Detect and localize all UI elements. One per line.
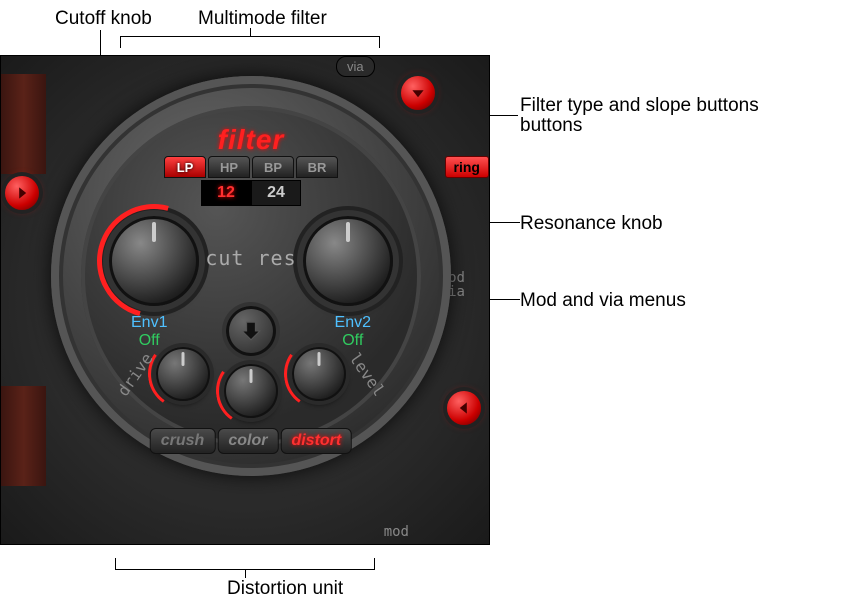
wood-panel <box>1 74 46 174</box>
nav-button-top[interactable] <box>401 76 435 110</box>
cutoff-knob[interactable] <box>109 216 199 306</box>
filter-title: filter <box>218 124 285 156</box>
crush-button[interactable]: crush <box>150 428 216 454</box>
drive-knob[interactable] <box>156 347 210 401</box>
arrow-left-icon <box>457 401 471 415</box>
callout-distortion: Distortion unit <box>227 578 343 600</box>
mod-menu-right[interactable]: Env2 Off <box>335 314 371 349</box>
callout-multimode: Multimode filter <box>198 8 327 30</box>
callout-type-slope: Filter type and slope buttons <box>520 95 759 117</box>
filter-type-buttons: LP HP BP BR <box>163 156 339 178</box>
resonance-knob[interactable] <box>303 216 393 306</box>
line <box>250 28 251 36</box>
level-knob[interactable] <box>292 347 346 401</box>
via-tag-top[interactable]: via <box>336 56 375 77</box>
ring-tag[interactable]: ring <box>445 156 489 178</box>
filter-type-br[interactable]: BR <box>296 156 338 178</box>
arrow-right-icon <box>15 186 29 200</box>
mod-tag-bottom[interactable]: mod <box>384 524 409 540</box>
arrow-down-icon <box>240 320 262 342</box>
line <box>245 570 246 578</box>
mod-menu-left[interactable]: Env1 Off <box>131 314 167 349</box>
nav-button-left[interactable] <box>5 176 39 210</box>
mod-source-left: Env1 <box>131 314 167 332</box>
callout-type-slope-2: buttons <box>520 115 582 137</box>
color-label: color <box>217 428 278 454</box>
wood-panel <box>1 386 46 486</box>
filter-slope-12[interactable]: 12 <box>201 180 251 206</box>
filter-panel: filter LP HP BP BR 12 24 cut res Env1 <box>51 76 451 476</box>
callout-cutoff: Cutoff knob <box>55 8 152 30</box>
filter-slope-buttons: 12 24 <box>201 180 301 206</box>
filter-inner: filter LP HP BP BR 12 24 cut res Env1 <box>81 106 421 446</box>
synth-screenshot: via ring mod mod via mod via filter LP H… <box>0 55 490 545</box>
filter-type-hp[interactable]: HP <box>208 156 250 178</box>
bracket-multimode <box>120 36 380 48</box>
bracket-distortion <box>115 558 375 570</box>
mod-source-right: Env2 <box>335 314 371 332</box>
filter-type-bp[interactable]: BP <box>252 156 294 178</box>
filter-type-lp[interactable]: LP <box>164 156 206 178</box>
arrow-down-icon <box>411 86 425 100</box>
callout-modvia: Mod and via menus <box>520 290 686 312</box>
distortion-buttons: crush color distort <box>150 428 352 454</box>
color-knob[interactable] <box>224 364 278 418</box>
filter-slope-24[interactable]: 24 <box>251 180 301 206</box>
callout-resonance: Resonance knob <box>520 213 663 235</box>
cut-res-label: cut res <box>205 246 296 270</box>
distort-button[interactable]: distort <box>280 428 352 454</box>
nav-button-right[interactable] <box>447 391 481 425</box>
center-arrow-button[interactable] <box>226 306 276 356</box>
